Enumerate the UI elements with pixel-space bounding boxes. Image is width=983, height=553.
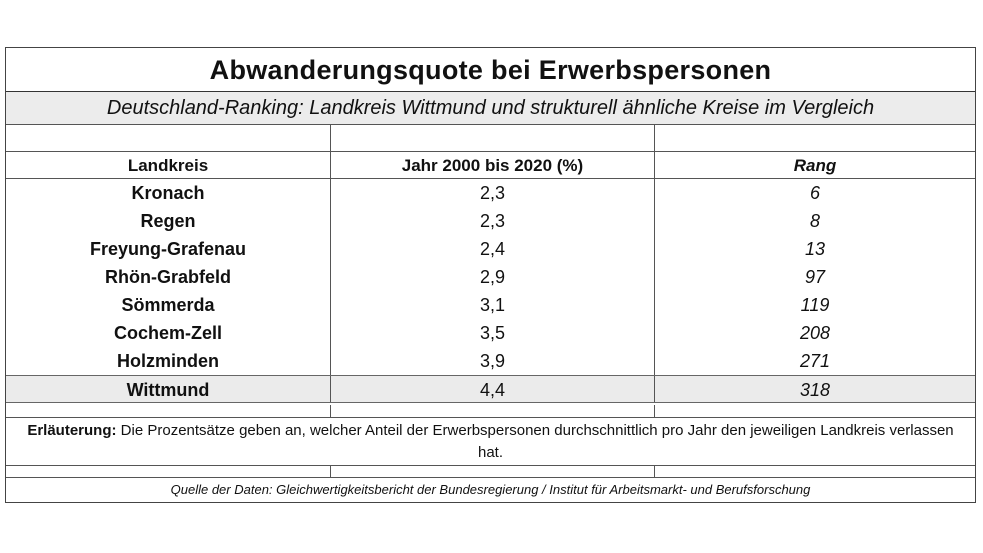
spacer-row bbox=[6, 466, 975, 478]
spacer-row bbox=[6, 125, 975, 152]
cell-quote: 2,3 bbox=[330, 207, 654, 235]
spacer-cell bbox=[6, 125, 330, 151]
note-text: Die Prozentsätze geben an, welcher Antei… bbox=[116, 422, 954, 461]
cell-rang: 6 bbox=[654, 179, 975, 207]
cell-landkreis: Regen bbox=[140, 211, 196, 231]
table-title: Abwanderungsquote bei Erwerbspersonen bbox=[6, 48, 975, 92]
cell-landkreis: Wittmund bbox=[126, 380, 210, 400]
table-row: Rhön-Grabfeld 2,9 97 bbox=[6, 263, 975, 291]
cell-landkreis: Freyung-Grafenau bbox=[89, 239, 247, 259]
table-row: Holzminden 3,9 271 bbox=[6, 347, 975, 375]
cell-landkreis: Kronach bbox=[131, 183, 205, 203]
cell-landkreis: Cochem-Zell bbox=[113, 323, 223, 343]
explanation-note: Erläuterung: Die Prozentsätze geben an, … bbox=[6, 418, 975, 466]
spacer-cell bbox=[654, 125, 975, 151]
spacer-cell bbox=[330, 125, 654, 151]
cell-quote: 2,4 bbox=[330, 235, 654, 263]
cell-quote: 3,1 bbox=[330, 291, 654, 319]
table-row: Kronach 2,3 6 bbox=[6, 179, 975, 207]
spacer-cell bbox=[330, 405, 654, 417]
spacer-cell bbox=[6, 466, 330, 477]
cell-quote: 3,9 bbox=[330, 347, 654, 375]
data-source: Quelle der Daten: Gleichwertigkeitsberic… bbox=[170, 482, 811, 497]
cell-rang: 318 bbox=[654, 376, 975, 402]
cell-rang: 119 bbox=[654, 291, 975, 319]
cell-quote: 4,4 bbox=[330, 376, 654, 402]
table-row: Cochem-Zell 3,5 208 bbox=[6, 319, 975, 347]
cell-rang: 97 bbox=[654, 263, 975, 291]
spacer-cell bbox=[330, 466, 654, 477]
cell-quote: 2,3 bbox=[330, 179, 654, 207]
spacer-row bbox=[6, 405, 975, 418]
ranking-table: Abwanderungsquote bei Erwerbspersonen De… bbox=[5, 47, 976, 503]
spacer-cell bbox=[6, 405, 330, 417]
table-row: Regen 2,3 8 bbox=[6, 207, 975, 235]
note-label: Erläuterung: bbox=[27, 422, 117, 439]
table-row: Freyung-Grafenau 2,4 13 bbox=[6, 235, 975, 263]
table-row-highlighted: Wittmund 4,4 318 bbox=[6, 375, 975, 403]
cell-quote: 2,9 bbox=[330, 263, 654, 291]
cell-quote: 3,5 bbox=[330, 319, 654, 347]
header-landkreis: Landkreis bbox=[127, 156, 209, 175]
spacer-cell bbox=[654, 405, 975, 417]
cell-landkreis: Holzminden bbox=[117, 351, 219, 371]
table-row: Sömmerda 3,1 119 bbox=[6, 291, 975, 319]
table-header-row: Landkreis Jahr 2000 bis 2020 (%) Rang bbox=[6, 152, 975, 179]
cell-rang: 208 bbox=[654, 319, 975, 347]
spacer-cell bbox=[654, 466, 975, 477]
cell-rang: 8 bbox=[654, 207, 975, 235]
cell-rang: 271 bbox=[654, 347, 975, 375]
cell-rang: 13 bbox=[654, 235, 975, 263]
cell-landkreis: Sömmerda bbox=[121, 295, 215, 315]
header-rang: Rang bbox=[654, 152, 975, 178]
header-quote: Jahr 2000 bis 2020 (%) bbox=[330, 152, 654, 178]
table-subtitle: Deutschland-Ranking: Landkreis Wittmund … bbox=[6, 92, 975, 125]
cell-landkreis: Rhön-Grabfeld bbox=[105, 267, 231, 287]
